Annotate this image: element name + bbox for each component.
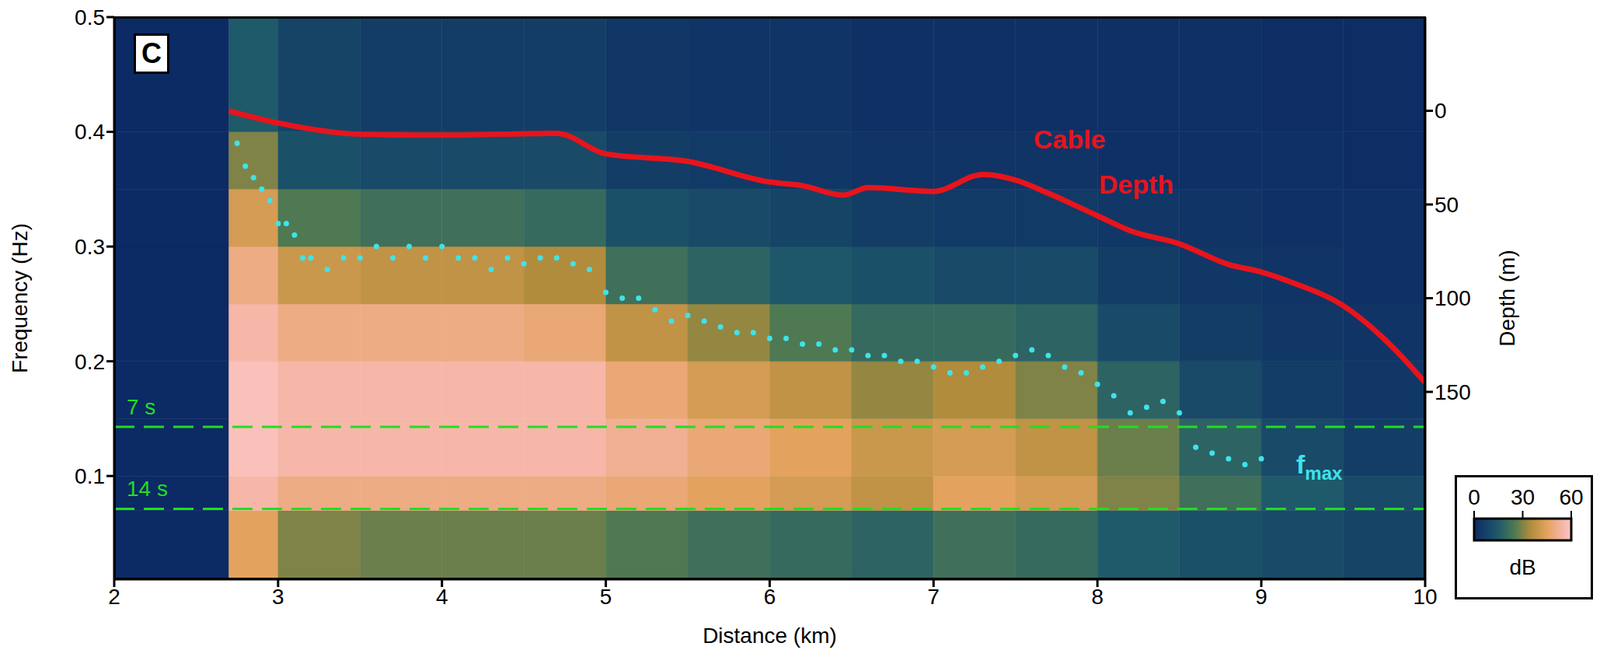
svg-text:4: 4: [435, 584, 449, 609]
svg-text:0.2: 0.2: [74, 349, 105, 374]
svg-text:0.5: 0.5: [74, 5, 105, 30]
svg-text:Distance (km): Distance (km): [702, 623, 837, 648]
svg-text:Frequency (Hz): Frequency (Hz): [7, 223, 32, 373]
svg-text:2: 2: [108, 584, 121, 609]
svg-text:14 s: 14 s: [126, 476, 168, 501]
svg-text:150: 150: [1434, 379, 1472, 405]
svg-text:dB: dB: [1509, 554, 1536, 579]
svg-text:0: 0: [1434, 98, 1447, 123]
svg-text:7 s: 7 s: [126, 394, 156, 419]
html-text:C: C: [141, 37, 162, 70]
svg-text:6: 6: [763, 584, 777, 609]
svg-text:9: 9: [1254, 584, 1268, 609]
svg-text:100: 100: [1434, 285, 1472, 311]
svg-text:0.1: 0.1: [74, 463, 105, 489]
svg-text:3: 3: [271, 584, 285, 609]
svg-text:60: 60: [1558, 484, 1583, 509]
svg-text:5: 5: [599, 584, 613, 609]
svg-text:8: 8: [1091, 584, 1104, 609]
svg-text:30: 30: [1510, 484, 1535, 509]
svg-text:Depth (m): Depth (m): [1495, 249, 1520, 346]
svg-text:50: 50: [1434, 192, 1459, 217]
svg-text:0: 0: [1467, 484, 1481, 509]
html-text:Cable: Cable: [1033, 124, 1106, 154]
svg-text:0.3: 0.3: [74, 234, 105, 259]
svg-text:7: 7: [927, 584, 941, 609]
html-text:fmax: fmax: [1296, 449, 1343, 484]
svg-text:10: 10: [1412, 584, 1437, 609]
html-text:Depth: Depth: [1098, 169, 1174, 199]
svg-text:0.4: 0.4: [74, 119, 105, 144]
